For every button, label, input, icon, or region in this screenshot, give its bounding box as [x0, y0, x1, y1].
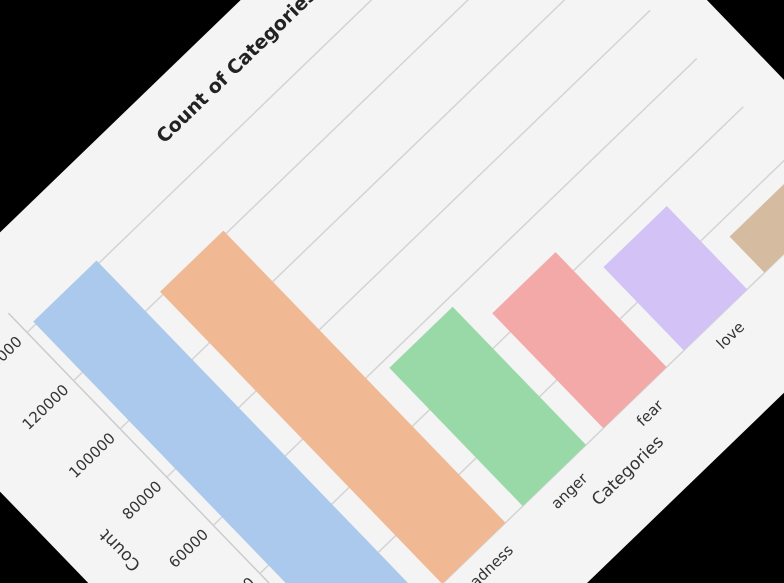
bar	[160, 230, 506, 583]
bar	[603, 206, 748, 351]
grid-line	[305, 154, 784, 583]
bar	[492, 252, 667, 429]
grid-line	[73, 0, 558, 382]
grid-line	[259, 106, 744, 575]
grid-line	[26, 0, 511, 334]
bar	[33, 260, 425, 583]
grid-line	[212, 58, 698, 526]
bar	[389, 306, 587, 507]
y-axis-line	[7, 312, 354, 583]
grid-line	[352, 202, 784, 583]
grid-line	[166, 9, 651, 478]
bar	[729, 175, 784, 273]
grid-line	[119, 0, 605, 430]
